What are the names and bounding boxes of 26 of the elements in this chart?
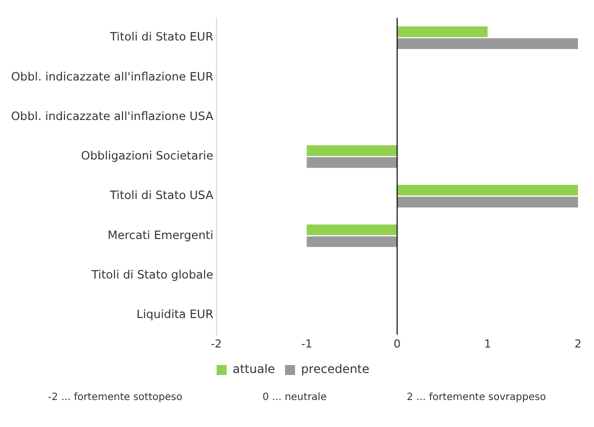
bar xyxy=(306,224,398,236)
text: 2 ... fortemente sovrappeso xyxy=(406,392,546,403)
bar xyxy=(397,196,578,208)
y-tick-label: Mercati Emergenti xyxy=(108,228,214,242)
y-tick-label: Titoli di Stato globale xyxy=(90,267,214,282)
legend-label: attuale xyxy=(232,362,276,376)
bar xyxy=(306,145,398,156)
x-tick-label: 2 xyxy=(574,337,582,350)
y-tick-label: Obbl. indicazzate all'inflazione EUR xyxy=(11,69,214,84)
text: 0 ... neutrale xyxy=(262,392,327,403)
bar xyxy=(306,157,398,168)
x-tick-label: -1 xyxy=(301,337,312,350)
x-tick-label: 0 xyxy=(394,337,401,350)
legend-label: precedente xyxy=(301,362,370,376)
y-tick-label: Titoli di Stato EUR xyxy=(108,30,214,44)
bar xyxy=(306,236,398,248)
y-tick-label: Obbl. indicazzate all'inflazione USA xyxy=(10,108,214,123)
y-tick-label: Titoli di Stato USA xyxy=(108,188,214,202)
bar xyxy=(397,26,488,38)
y-tick-label: Obbligazioni Societarie xyxy=(81,148,214,163)
y-tick-label: Liquidita EUR xyxy=(136,306,214,321)
x-tick-label: -2 xyxy=(210,337,222,350)
bar xyxy=(397,38,578,49)
x-tick-label: 1 xyxy=(484,337,492,350)
text: -2 ... fortemente sottopeso xyxy=(48,392,182,403)
bar xyxy=(397,184,578,196)
